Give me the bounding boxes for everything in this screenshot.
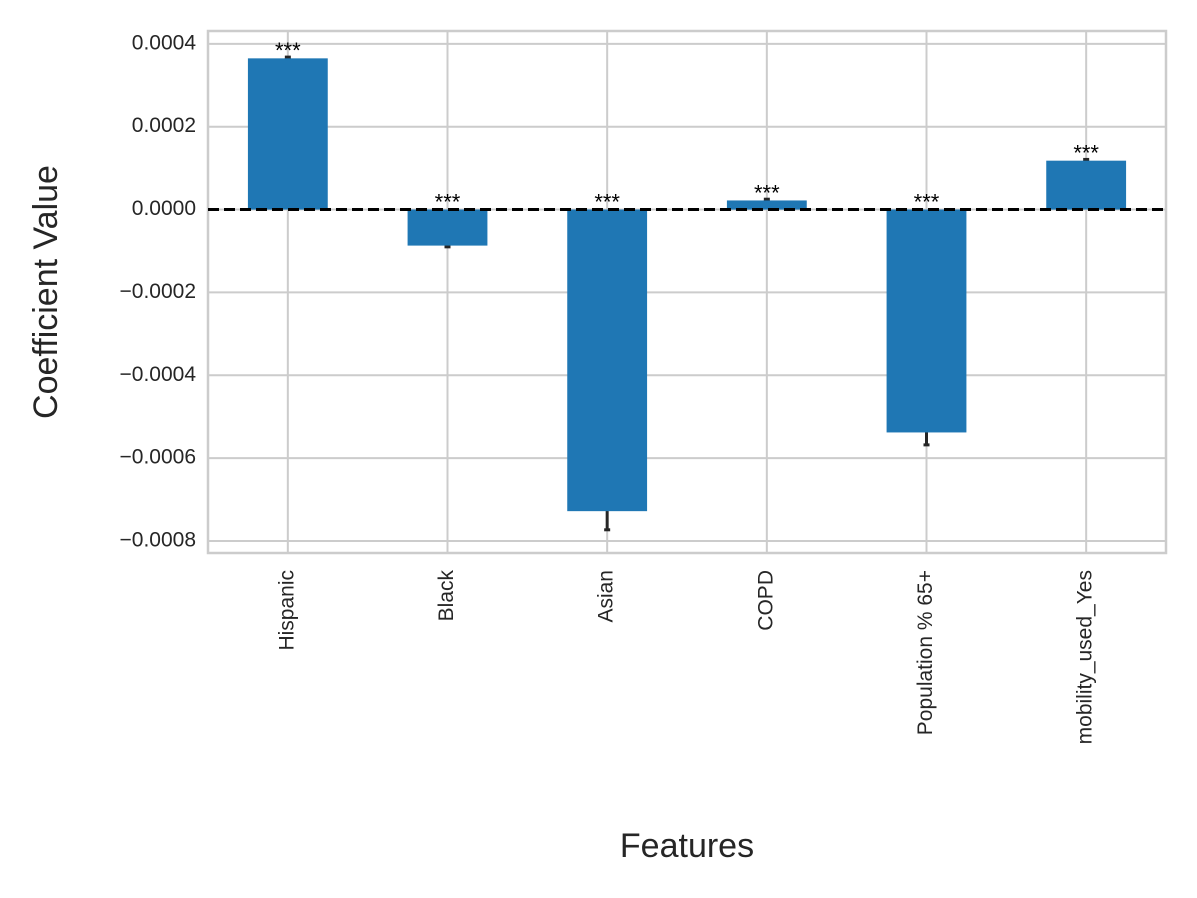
plot-frame xyxy=(206,29,1168,555)
bar xyxy=(407,209,488,246)
annotation: *** xyxy=(1073,140,1099,165)
annotation: *** xyxy=(275,38,301,63)
x-tick-label: mobility_used_Yes xyxy=(1074,570,1097,744)
y-axis-label: Coefficient Value xyxy=(27,165,65,419)
y-tick-label: −0.0002 xyxy=(120,280,197,303)
x-tick-label: COPD xyxy=(754,570,777,631)
x-tick-label: Population % 65+ xyxy=(914,570,937,735)
y-tick-label: −0.0008 xyxy=(120,529,197,552)
bar xyxy=(567,209,648,512)
annotation: *** xyxy=(754,180,780,205)
x-tick-label: Asian xyxy=(595,570,618,623)
y-tick-label: −0.0006 xyxy=(120,446,197,469)
x-tick-label: Hispanic xyxy=(275,570,298,651)
y-tick-label: −0.0004 xyxy=(120,363,197,386)
y-tick-label: 0.0002 xyxy=(132,114,196,137)
bar xyxy=(726,200,807,210)
y-tick-label: 0.0000 xyxy=(132,197,196,220)
x-axis-label: Features xyxy=(620,827,754,865)
y-tick-label: 0.0004 xyxy=(132,31,197,54)
bar xyxy=(886,209,967,433)
bar xyxy=(1046,160,1127,210)
bar xyxy=(247,58,328,210)
x-tick-label: Black xyxy=(435,570,458,622)
